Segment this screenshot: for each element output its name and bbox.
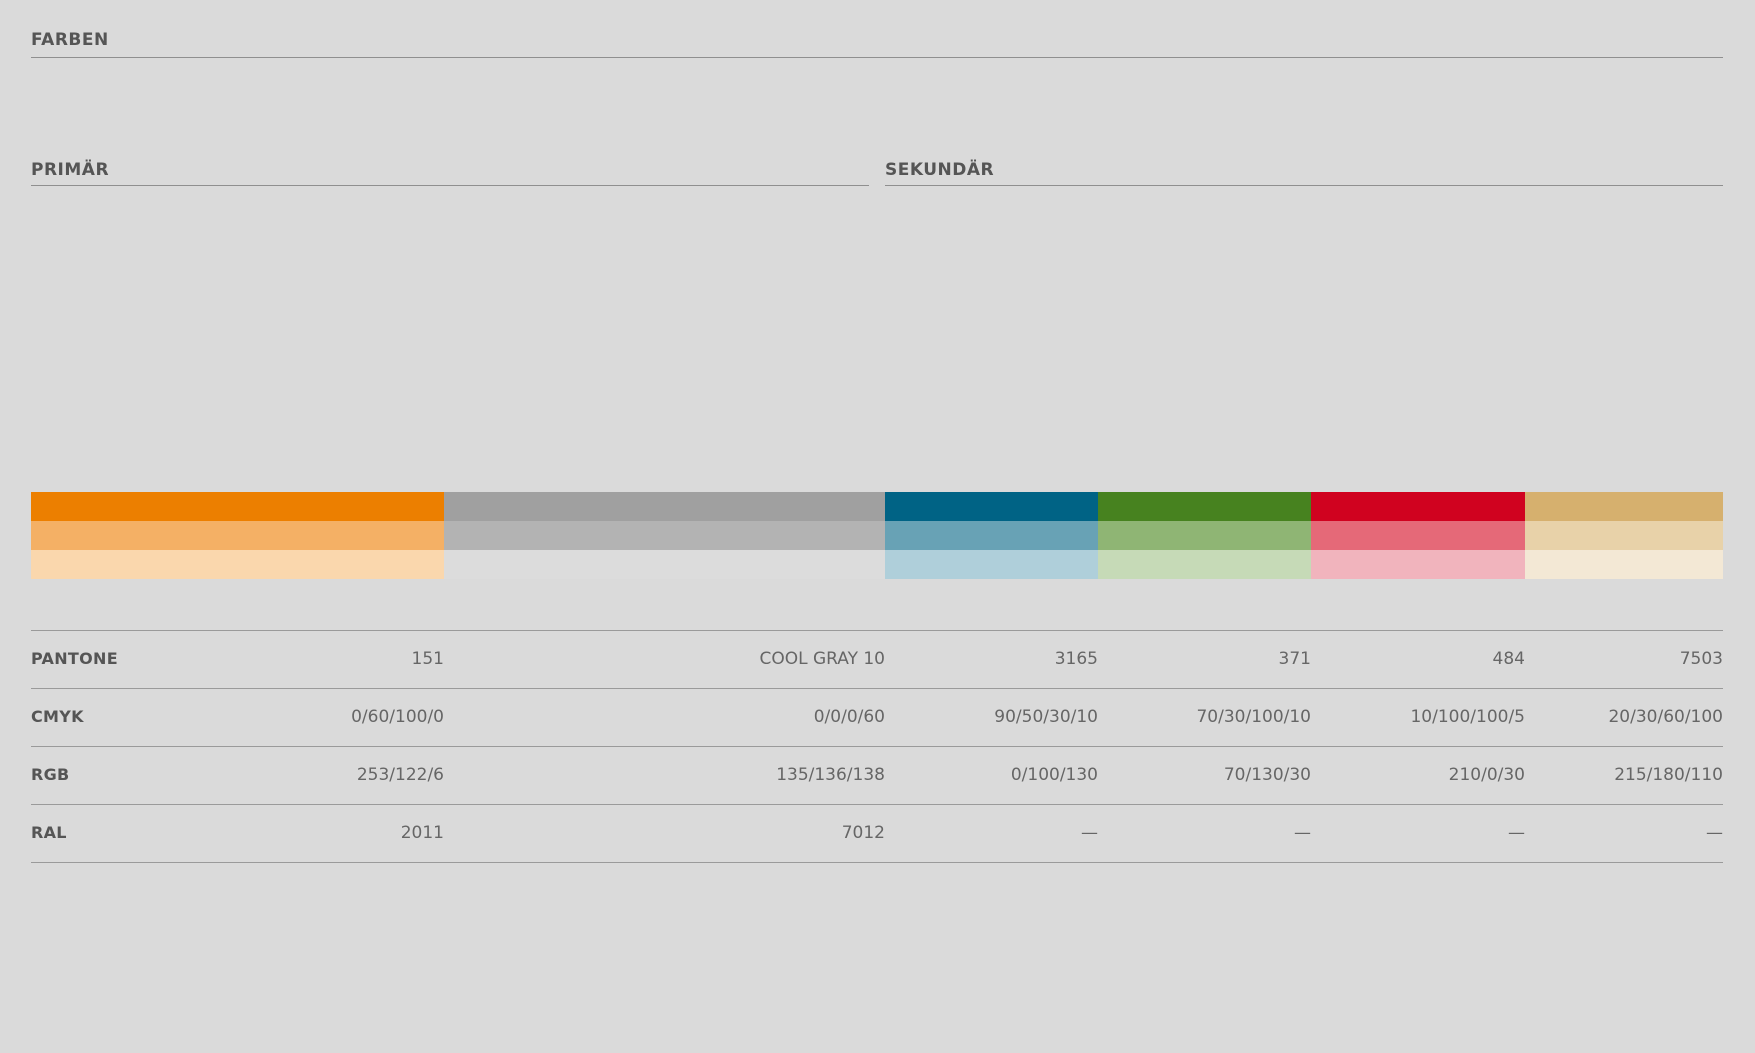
swatch-orange-full (31, 492, 444, 521)
swatch-blue (885, 492, 1098, 579)
swatch-green (1098, 492, 1311, 579)
primary-title-rule (31, 185, 869, 186)
spec-row-rgb: RGB 253/122/6 135/136/138 0/100/130 70/1… (31, 747, 1723, 805)
swatch-gold-light (1525, 550, 1723, 579)
section-title-rule (31, 57, 1723, 58)
secondary-title-rule (885, 185, 1723, 186)
spec-row-label: RAL (31, 823, 67, 842)
swatch-gray-full (444, 492, 885, 521)
spec-value: 484 (1492, 649, 1525, 669)
swatch-gray-light (444, 550, 885, 579)
spec-value: 151 (411, 649, 444, 669)
spec-value: 371 (1278, 649, 1311, 669)
spec-row-pantone: PANTONE 151 COOL GRAY 10 3165 371 484 75… (31, 631, 1723, 689)
section-title: FARBEN (31, 30, 109, 50)
spec-value: 90/50/30/10 (994, 707, 1098, 727)
swatch-gold-full (1525, 492, 1723, 521)
swatch-green-medium (1098, 521, 1311, 550)
spec-value: 10/100/100/5 (1410, 707, 1525, 727)
spec-value: — (1294, 823, 1311, 843)
spec-value: — (1081, 823, 1098, 843)
spec-value: 70/130/30 (1223, 765, 1311, 785)
spec-value: 210/0/30 (1448, 765, 1525, 785)
spec-value: — (1508, 823, 1525, 843)
swatch-orange-medium (31, 521, 444, 550)
color-spec-table: PANTONE 151 COOL GRAY 10 3165 371 484 75… (31, 630, 1723, 863)
swatch-blue-medium (885, 521, 1098, 550)
spec-value: COOL GRAY 10 (759, 649, 885, 669)
spec-value: 70/30/100/10 (1196, 707, 1311, 727)
spec-row-cmyk: CMYK 0/60/100/0 0/0/0/60 90/50/30/10 70/… (31, 689, 1723, 747)
swatch-red-medium (1311, 521, 1525, 550)
swatch-gold-medium (1525, 521, 1723, 550)
swatch-green-full (1098, 492, 1311, 521)
spec-value: 0/60/100/0 (351, 707, 444, 727)
spec-row-label: PANTONE (31, 649, 118, 668)
secondary-title: SEKUNDÄR (885, 160, 995, 180)
swatch-gold (1525, 492, 1723, 579)
swatch-gray (444, 492, 885, 579)
swatch-red-light (1311, 550, 1525, 579)
swatch-red (1311, 492, 1525, 579)
spec-row-ral: RAL 2011 7012 — — — — (31, 805, 1723, 863)
primary-title: PRIMÄR (31, 160, 110, 180)
spec-value: 253/122/6 (356, 765, 444, 785)
spec-value: 2011 (400, 823, 444, 843)
spec-value: 135/136/138 (776, 765, 885, 785)
spec-value: 0/100/130 (1010, 765, 1098, 785)
spec-value: 215/180/110 (1614, 765, 1723, 785)
spec-value: 3165 (1054, 649, 1098, 669)
spec-value: 20/30/60/100 (1608, 707, 1723, 727)
swatch-orange (31, 492, 444, 579)
spec-row-label: RGB (31, 765, 70, 784)
swatch-green-light (1098, 550, 1311, 579)
spec-value: 0/0/0/60 (813, 707, 885, 727)
swatch-orange-light (31, 550, 444, 579)
swatch-blue-light (885, 550, 1098, 579)
swatch-blue-full (885, 492, 1098, 521)
spec-value: 7012 (841, 823, 885, 843)
spec-row-label: CMYK (31, 707, 84, 726)
swatch-red-full (1311, 492, 1525, 521)
swatch-gray-medium (444, 521, 885, 550)
spec-value: 7503 (1679, 649, 1723, 669)
spec-value: — (1706, 823, 1723, 843)
